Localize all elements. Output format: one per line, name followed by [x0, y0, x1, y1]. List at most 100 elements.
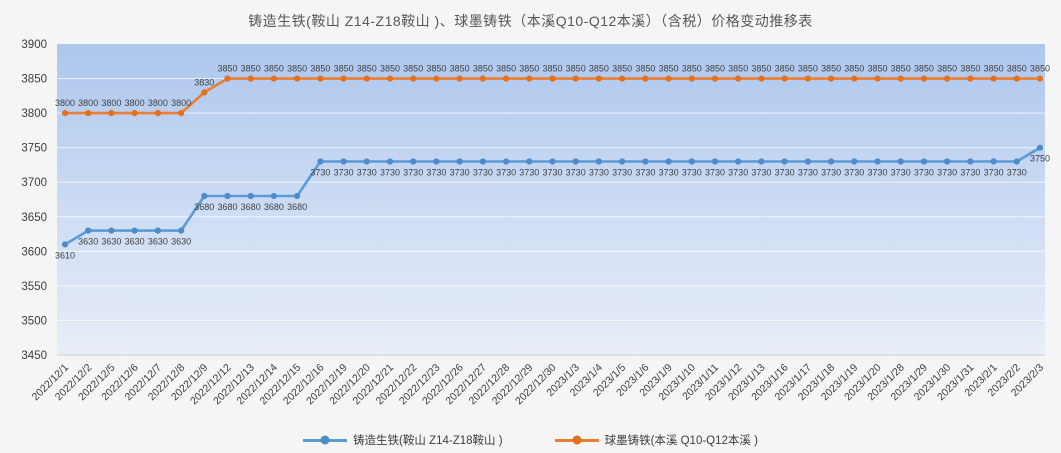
- svg-text:3730: 3730: [1007, 168, 1027, 178]
- svg-text:3730: 3730: [496, 168, 516, 178]
- svg-text:3730: 3730: [426, 168, 446, 178]
- svg-text:3850: 3850: [659, 64, 679, 74]
- svg-text:3680: 3680: [194, 202, 214, 212]
- svg-text:3850: 3850: [496, 64, 516, 74]
- y-axis-labels: 3900 3850 3800 3750 3700 3650 3600 3550 3500 3450: [21, 39, 47, 362]
- svg-text:3730: 3730: [310, 168, 330, 178]
- svg-text:3500: 3500: [21, 315, 47, 327]
- svg-text:3730: 3730: [612, 168, 632, 178]
- series2-line-sample-icon: [554, 435, 599, 445]
- plot-area: [57, 44, 1045, 355]
- svg-text:3730: 3730: [519, 168, 539, 178]
- svg-text:3600: 3600: [21, 246, 47, 258]
- svg-text:3850: 3850: [635, 64, 655, 74]
- svg-text:3730: 3730: [844, 168, 864, 178]
- svg-text:3730: 3730: [589, 168, 609, 178]
- svg-text:3630: 3630: [171, 237, 191, 247]
- svg-text:3850: 3850: [589, 64, 609, 74]
- svg-text:3730: 3730: [867, 168, 887, 178]
- svg-text:3680: 3680: [264, 202, 284, 212]
- svg-text:3850: 3850: [287, 64, 307, 74]
- svg-text:3730: 3730: [798, 168, 818, 178]
- svg-text:3610: 3610: [55, 250, 75, 260]
- series-1-line: [61, 144, 1044, 248]
- svg-text:3800: 3800: [171, 98, 191, 108]
- svg-text:3800: 3800: [101, 98, 121, 108]
- svg-text:3850: 3850: [844, 64, 864, 74]
- svg-text:3850: 3850: [867, 64, 887, 74]
- legend-label-series1: 铸造生铁(鞍山 Z14-Z18鞍山 ): [353, 435, 503, 447]
- svg-text:3830: 3830: [194, 77, 214, 87]
- svg-text:3850: 3850: [775, 64, 795, 74]
- svg-text:3730: 3730: [542, 168, 562, 178]
- svg-text:3750: 3750: [1030, 154, 1050, 164]
- svg-text:3730: 3730: [728, 168, 748, 178]
- svg-text:3750: 3750: [21, 143, 47, 155]
- svg-text:3730: 3730: [821, 168, 841, 178]
- svg-text:3850: 3850: [21, 74, 47, 86]
- svg-text:3850: 3850: [914, 64, 934, 74]
- svg-text:3450: 3450: [21, 350, 47, 362]
- svg-text:3850: 3850: [357, 64, 377, 74]
- svg-text:3650: 3650: [21, 212, 47, 224]
- svg-text:3730: 3730: [914, 168, 934, 178]
- legend-item-ductile-cast-iron[interactable]: 球墨铸铁(本溪 Q10-Q12本溪 ): [554, 432, 758, 448]
- chart-legend: 铸造生铁(鞍山 Z14-Z18鞍山 ) 球墨铸铁(本溪 Q10-Q12本溪 ): [0, 432, 1061, 448]
- svg-text:3730: 3730: [635, 168, 655, 178]
- svg-text:3850: 3850: [612, 64, 632, 74]
- svg-text:3730: 3730: [984, 168, 1004, 178]
- svg-text:3730: 3730: [403, 168, 423, 178]
- svg-text:3730: 3730: [473, 168, 493, 178]
- svg-text:3850: 3850: [705, 64, 725, 74]
- series1-line-sample-icon: [303, 435, 348, 445]
- svg-text:3800: 3800: [55, 98, 75, 108]
- svg-text:3680: 3680: [217, 202, 237, 212]
- svg-text:3850: 3850: [217, 64, 237, 74]
- svg-text:3850: 3850: [473, 64, 493, 74]
- series-2-line: [61, 75, 1044, 117]
- legend-label-series2: 球墨铸铁(本溪 Q10-Q12本溪 ): [604, 435, 758, 447]
- svg-text:3850: 3850: [984, 64, 1004, 74]
- svg-text:3730: 3730: [566, 168, 586, 178]
- svg-text:3850: 3850: [450, 64, 470, 74]
- svg-text:3850: 3850: [751, 64, 771, 74]
- series2-marker-icon: [572, 435, 582, 445]
- svg-text:3850: 3850: [519, 64, 539, 74]
- svg-text:3630: 3630: [101, 237, 121, 247]
- svg-text:3850: 3850: [798, 64, 818, 74]
- svg-text:3680: 3680: [287, 202, 307, 212]
- svg-text:3850: 3850: [380, 64, 400, 74]
- svg-text:3800: 3800: [148, 98, 168, 108]
- svg-text:3730: 3730: [775, 168, 795, 178]
- svg-text:3800: 3800: [78, 98, 98, 108]
- chart-title: 铸造生铁(鞍山 Z14-Z18鞍山 )、球墨铸铁（本溪Q10-Q12本溪）（含税…: [248, 13, 813, 29]
- svg-text:3700: 3700: [21, 177, 47, 189]
- svg-text:3850: 3850: [682, 64, 702, 74]
- svg-text:3850: 3850: [264, 64, 284, 74]
- svg-text:3850: 3850: [241, 64, 261, 74]
- svg-text:3550: 3550: [21, 281, 47, 293]
- svg-text:3850: 3850: [403, 64, 423, 74]
- svg-text:3680: 3680: [241, 202, 261, 212]
- svg-text:3850: 3850: [821, 64, 841, 74]
- series1-marker-icon: [320, 435, 330, 445]
- svg-text:3900: 3900: [21, 39, 47, 51]
- svg-text:3850: 3850: [310, 64, 330, 74]
- svg-text:3850: 3850: [334, 64, 354, 74]
- legend-item-cast-pig-iron[interactable]: 铸造生铁(鞍山 Z14-Z18鞍山 ): [303, 432, 503, 448]
- svg-text:3800: 3800: [21, 108, 47, 120]
- svg-text:3850: 3850: [891, 64, 911, 74]
- svg-text:3730: 3730: [960, 168, 980, 178]
- svg-text:3850: 3850: [426, 64, 446, 74]
- svg-text:3730: 3730: [334, 168, 354, 178]
- x-axis-labels: 2022/12/12022/12/22022/12/52022/12/62022…: [30, 362, 1047, 408]
- svg-text:3730: 3730: [682, 168, 702, 178]
- svg-text:3730: 3730: [450, 168, 470, 178]
- svg-text:3800: 3800: [125, 98, 145, 108]
- svg-text:3630: 3630: [125, 237, 145, 247]
- svg-text:3850: 3850: [566, 64, 586, 74]
- svg-text:3850: 3850: [728, 64, 748, 74]
